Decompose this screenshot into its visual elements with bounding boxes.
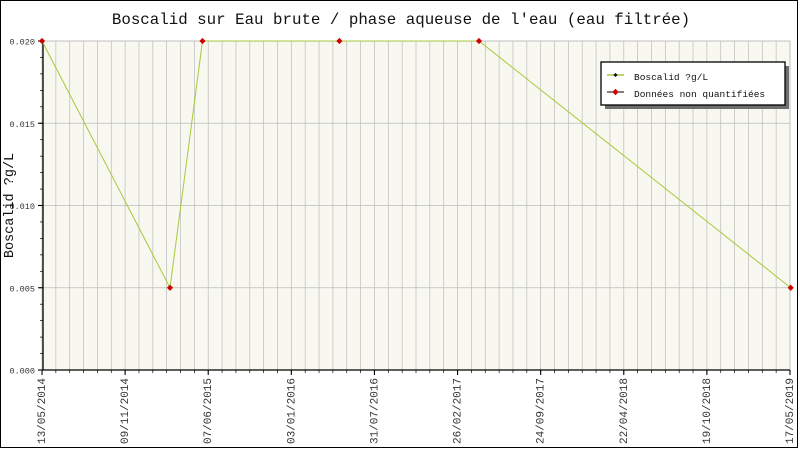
svg-text:09/11/2014: 09/11/2014 — [120, 378, 132, 444]
svg-text:03/01/2016: 03/01/2016 — [286, 378, 298, 444]
svg-text:13/05/2014: 13/05/2014 — [37, 378, 49, 444]
svg-text:0.000: 0.000 — [9, 367, 35, 377]
svg-text:0.015: 0.015 — [9, 120, 35, 130]
svg-text:26/02/2017: 26/02/2017 — [453, 378, 465, 444]
svg-text:0.020: 0.020 — [9, 38, 35, 48]
svg-text:22/04/2018: 22/04/2018 — [619, 378, 631, 444]
svg-text:19/10/2018: 19/10/2018 — [702, 378, 714, 444]
svg-text:07/06/2015: 07/06/2015 — [203, 378, 215, 444]
svg-text:Données non quantifiées: Données non quantifiées — [634, 89, 765, 100]
svg-text:17/05/2019: 17/05/2019 — [785, 378, 797, 444]
svg-text:Boscalid sur Eau brute / phase: Boscalid sur Eau brute / phase aqueuse d… — [112, 11, 690, 29]
svg-text:0.005: 0.005 — [9, 284, 35, 294]
svg-text:24/09/2017: 24/09/2017 — [536, 378, 548, 444]
svg-text:Boscalid ?g/L: Boscalid ?g/L — [634, 72, 708, 83]
svg-text:Boscalid ?g/L: Boscalid ?g/L — [3, 153, 18, 258]
svg-text:31/07/2016: 31/07/2016 — [369, 378, 381, 444]
